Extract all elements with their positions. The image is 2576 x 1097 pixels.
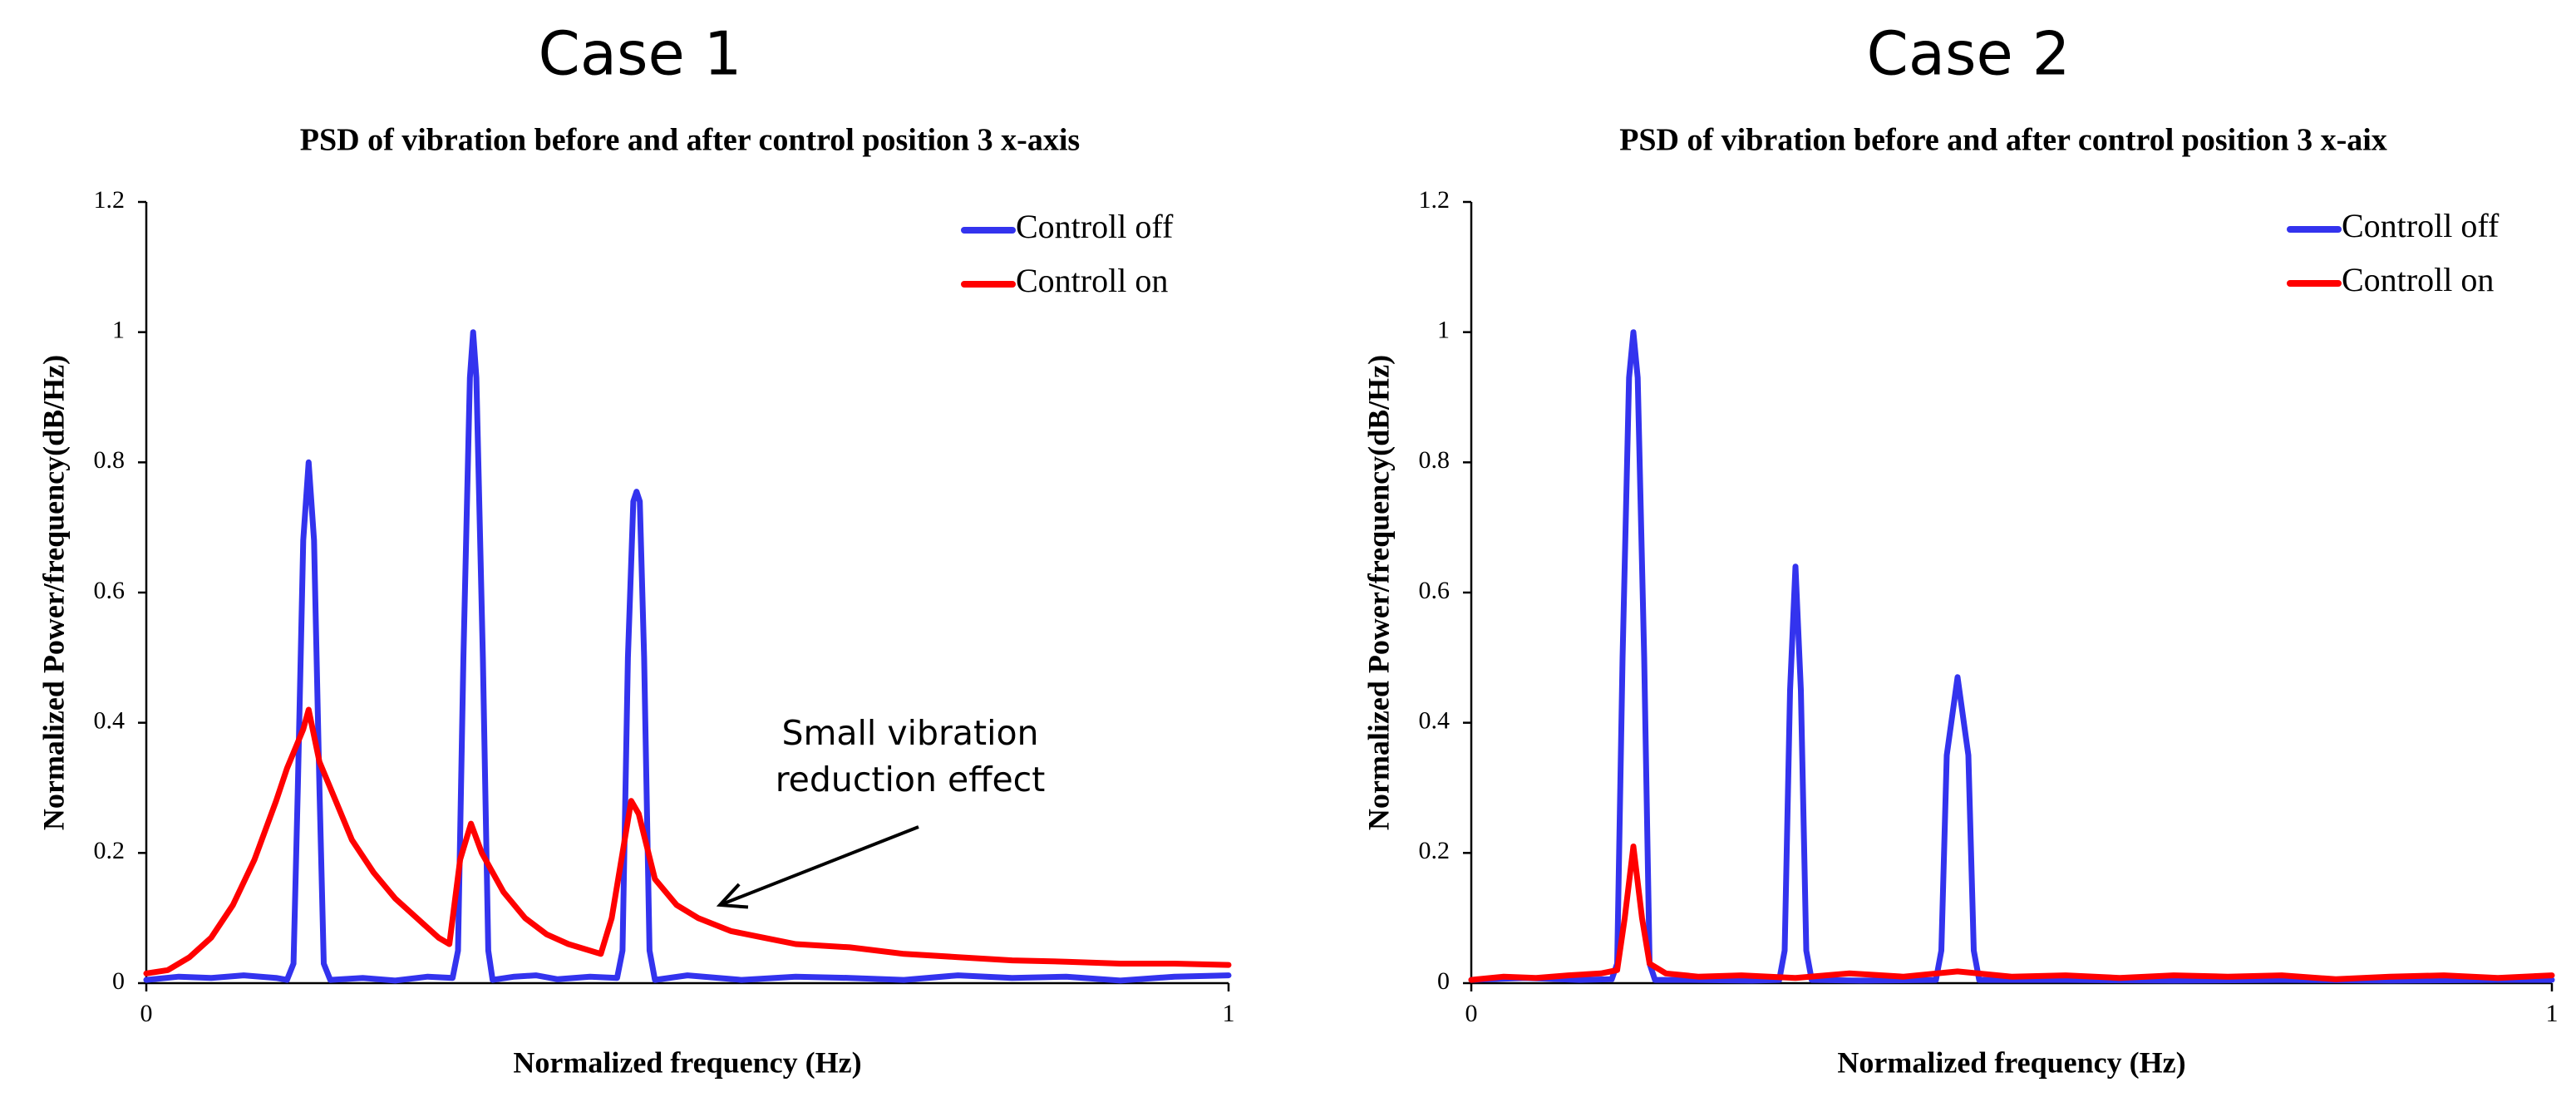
annotation-arrowhead: [716, 883, 749, 909]
y-tick-label: 1.2: [94, 186, 126, 214]
x-axis-label: Normalized frequency (Hz): [513, 1045, 861, 1079]
y-tick-label: 0.4: [1419, 707, 1451, 735]
annotation: Small vibration reduction effect: [716, 713, 1046, 909]
y-tick-label: 0.2: [1419, 837, 1451, 864]
series-line-controll-off: [143, 329, 1232, 984]
case-heading: Case 1: [539, 19, 742, 89]
series-line-controll-on: [1468, 844, 2555, 983]
case-heading: Case 2: [1867, 19, 2071, 89]
y-tick-label: 0.4: [94, 707, 126, 735]
legend: Controll off Controll on: [2287, 207, 2500, 298]
y-tick-label: 0.8: [94, 446, 126, 474]
annotation-text: Small vibration: [781, 713, 1038, 753]
y-axis-label: Normalized Power/frequency(dB/Hz): [1362, 355, 1395, 830]
legend-label: Controll on: [1016, 262, 1168, 299]
case-1-chart: Case 1 PSD of vibration before and after …: [37, 19, 1234, 1080]
series-line-controll-on: [143, 706, 1232, 976]
legend: Controll off Controll on: [961, 208, 1174, 299]
chart-title: PSD of vibration before and after contro…: [1619, 123, 2387, 158]
annotation-arrow: [719, 825, 919, 907]
y-tick-label: 1: [1437, 317, 1450, 344]
x-tick-label: 1: [2546, 1000, 2559, 1027]
x-tick-label: 1: [1223, 1000, 1235, 1027]
y-axis-label: Normalized Power/frequency(dB/Hz): [37, 355, 70, 830]
legend-label: Controll off: [1016, 208, 1174, 245]
y-tick-label: 0: [112, 967, 125, 995]
case-2-chart: Case 2 PSD of vibration before and after …: [1362, 19, 2558, 1080]
y-tick-label: 0.8: [1419, 446, 1451, 474]
y-tick-label: 1.2: [1419, 186, 1451, 214]
y-tick-label: 0: [1437, 967, 1450, 995]
y-tick-label: 1: [112, 317, 125, 344]
x-tick-label: 0: [1465, 1000, 1478, 1027]
series-line-controll-off: [1468, 329, 2555, 984]
x-axis-label: Normalized frequency (Hz): [1837, 1045, 2185, 1079]
y-tick-label: 0.6: [1419, 577, 1451, 604]
legend-label: Controll off: [2342, 207, 2500, 244]
y-tick-label: 0.6: [94, 577, 126, 604]
legend-label: Controll on: [2342, 261, 2494, 298]
annotation-text: reduction effect: [776, 760, 1046, 799]
x-tick-label: 0: [140, 1000, 153, 1027]
chart-title: PSD of vibration before and after contro…: [300, 123, 1080, 158]
y-tick-label: 0.2: [94, 837, 126, 864]
